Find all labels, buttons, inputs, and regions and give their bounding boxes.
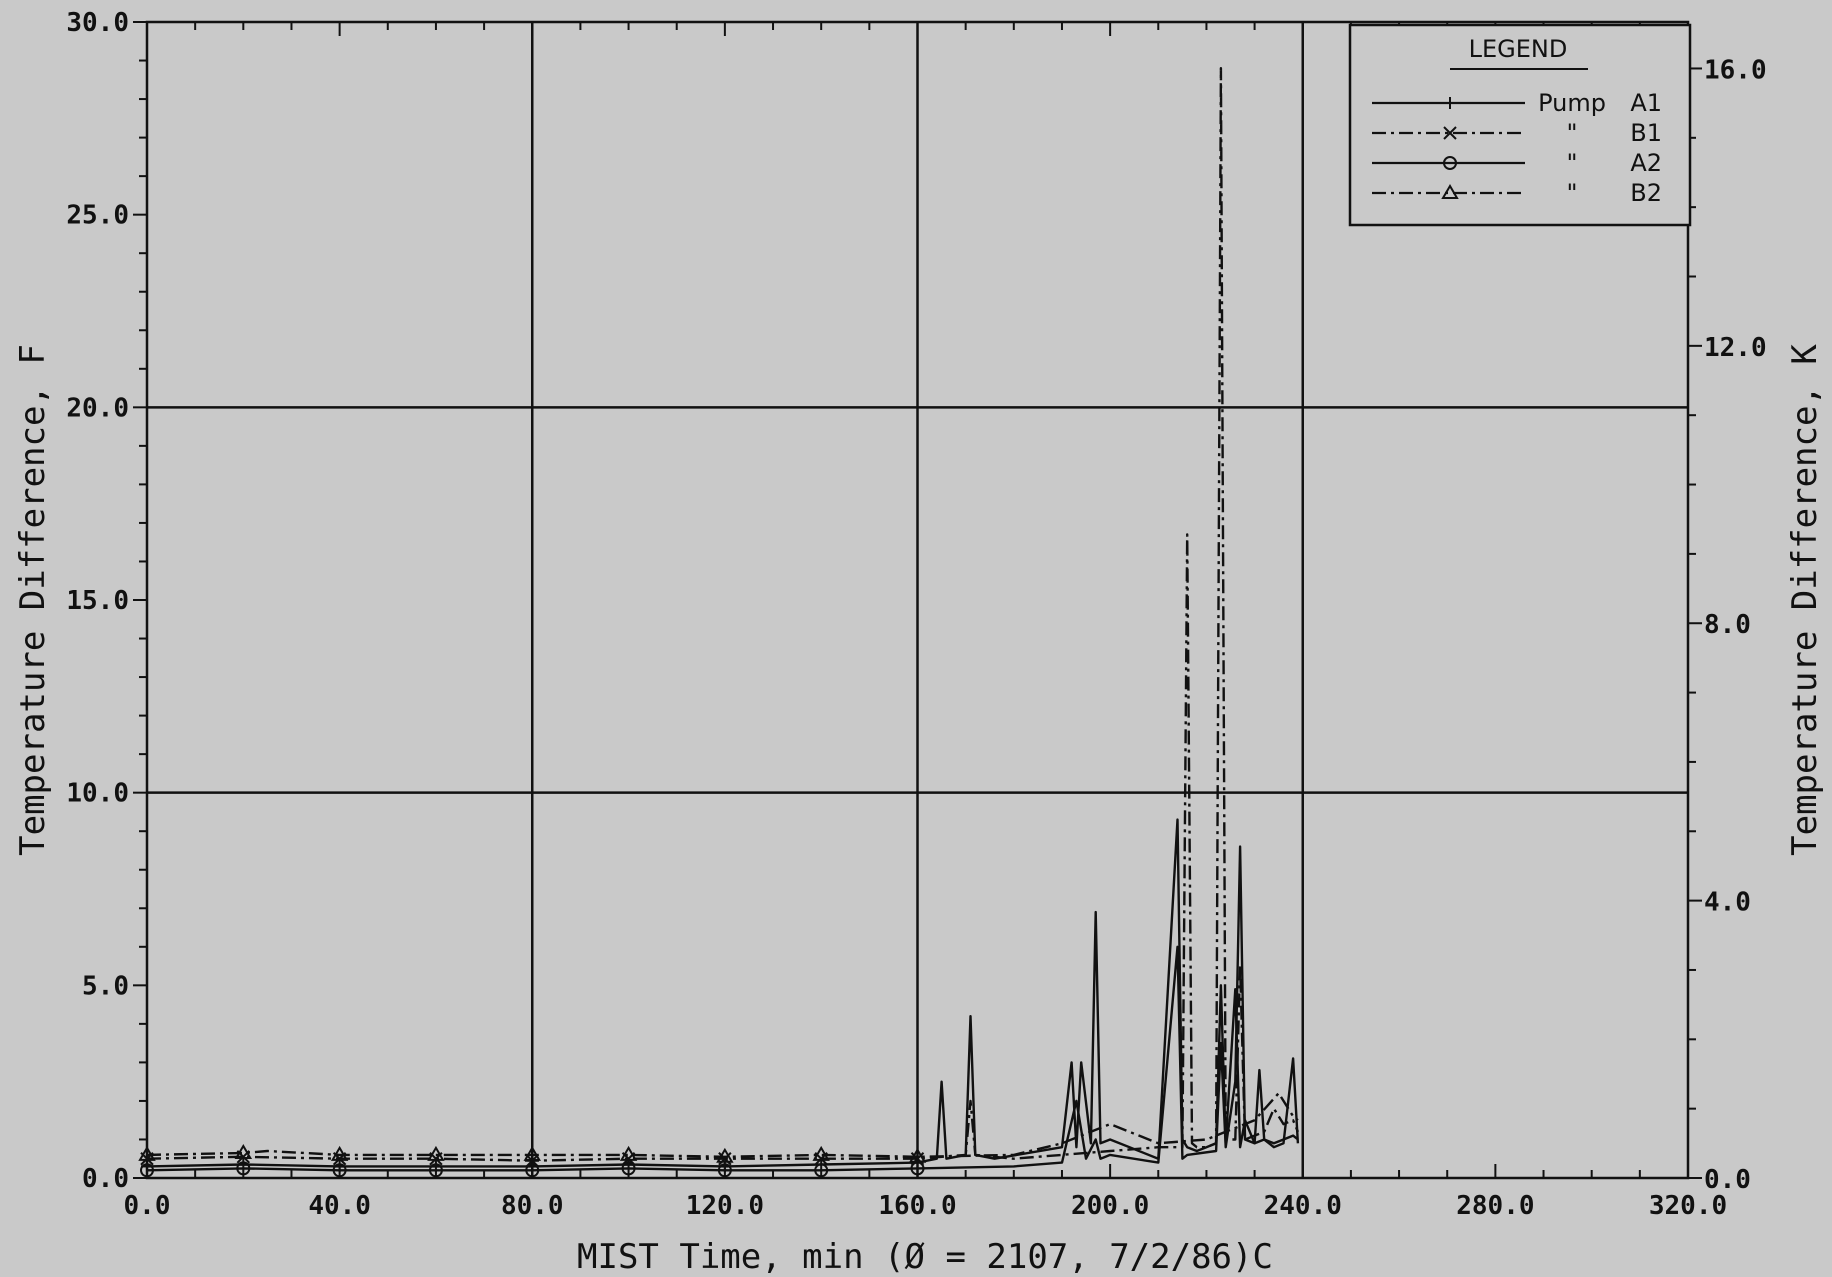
marker-stroke bbox=[716, 1147, 734, 1163]
x-axis-title: MIST Time, min (Ø = 2107, 7/2/86)C bbox=[577, 1237, 1273, 1277]
series-line-b1 bbox=[146, 66, 1300, 1162]
legend: LEGEND Pump A1 " B1 " A2 " B2 bbox=[1348, 23, 1692, 227]
marker-stroke bbox=[619, 1145, 638, 1161]
legend-prefix: Pump bbox=[1538, 89, 1606, 117]
marker-b2 bbox=[619, 1145, 638, 1161]
marker-stroke bbox=[1441, 184, 1459, 199]
marker-stroke bbox=[908, 1147, 927, 1163]
x-tick-label: 320.0 bbox=[1649, 1191, 1727, 1221]
series-line-a2 bbox=[146, 845, 1299, 1172]
x-tick-label: 0.0 bbox=[124, 1191, 171, 1221]
marker-b2 bbox=[716, 1147, 734, 1163]
tick-labels: 0.0 40.0 80.0 120.0 160.0 200.0 240.0 280.0 320.… bbox=[66, 8, 1766, 1221]
marker-stroke bbox=[812, 1145, 830, 1161]
y-tick-label-left: 5.0 bbox=[82, 971, 129, 1001]
marker-b2 bbox=[812, 1145, 830, 1161]
y-tick-label-left: 15.0 bbox=[66, 586, 129, 616]
legend-marker-a2 bbox=[1443, 156, 1457, 170]
x-tick-label: 160.0 bbox=[878, 1191, 956, 1221]
legend-marker-a1 bbox=[1444, 97, 1456, 109]
series-layer bbox=[138, 66, 1300, 1178]
y-tick-label-right: 8.0 bbox=[1704, 610, 1751, 640]
y-axis-title-left: Temperature Difference, F bbox=[13, 344, 53, 856]
legend-prefix: " bbox=[1566, 149, 1577, 177]
marker-stroke bbox=[427, 1145, 445, 1161]
y-tick-label-left: 0.0 bbox=[82, 1164, 129, 1194]
x-tick-label: 200.0 bbox=[1071, 1191, 1149, 1221]
legend-marker-b2 bbox=[1441, 184, 1459, 199]
y-tick-label-right: 0.0 bbox=[1704, 1165, 1751, 1195]
marker-stroke bbox=[523, 1145, 541, 1161]
grid-lines bbox=[147, 22, 1688, 1178]
marker-b2 bbox=[908, 1147, 927, 1163]
marker-stroke bbox=[1443, 126, 1457, 140]
x-tick-label: 40.0 bbox=[308, 1191, 371, 1221]
marker-b2 bbox=[234, 1143, 253, 1159]
legend-label-b1: B1 bbox=[1630, 119, 1662, 147]
marker-stroke bbox=[1443, 156, 1457, 170]
y-tick-label-left: 20.0 bbox=[66, 393, 129, 423]
legend-box bbox=[1348, 23, 1692, 227]
marker-stroke bbox=[330, 1145, 349, 1161]
y-tick-label-right: 12.0 bbox=[1704, 333, 1767, 363]
x-tick-label: 80.0 bbox=[501, 1191, 564, 1221]
legend-prefix: " bbox=[1566, 179, 1577, 207]
legend-entries: Pump A1 " B1 " A2 " B2 bbox=[1372, 89, 1662, 207]
legend-prefix: " bbox=[1566, 119, 1577, 147]
y-axis-title-right: Temperature Difference, K bbox=[1785, 344, 1825, 856]
y-tick-label-right: 4.0 bbox=[1704, 888, 1751, 918]
legend-label-a2: A2 bbox=[1630, 149, 1662, 177]
marker-b2 bbox=[427, 1145, 445, 1161]
y-tick-label-right: 16.0 bbox=[1704, 55, 1767, 85]
series-line-a1 bbox=[146, 818, 1300, 1168]
x-tick-label: 120.0 bbox=[686, 1191, 764, 1221]
legend-label-a1: A1 bbox=[1630, 89, 1662, 117]
legend-marker-b1 bbox=[1443, 126, 1457, 140]
marker-b2 bbox=[523, 1145, 541, 1161]
y-tick-label-left: 25.0 bbox=[66, 201, 129, 231]
y-tick-label-left: 30.0 bbox=[66, 8, 129, 38]
x-tick-label: 240.0 bbox=[1264, 1191, 1342, 1221]
legend-title: LEGEND bbox=[1469, 35, 1568, 63]
marker-stroke bbox=[234, 1143, 253, 1159]
marker-b2 bbox=[330, 1145, 349, 1161]
legend-label-b2: B2 bbox=[1630, 179, 1662, 207]
x-tick-label: 280.0 bbox=[1456, 1191, 1534, 1221]
series-line-b2 bbox=[146, 1091, 1299, 1159]
y-tick-label-left: 10.0 bbox=[66, 779, 129, 809]
